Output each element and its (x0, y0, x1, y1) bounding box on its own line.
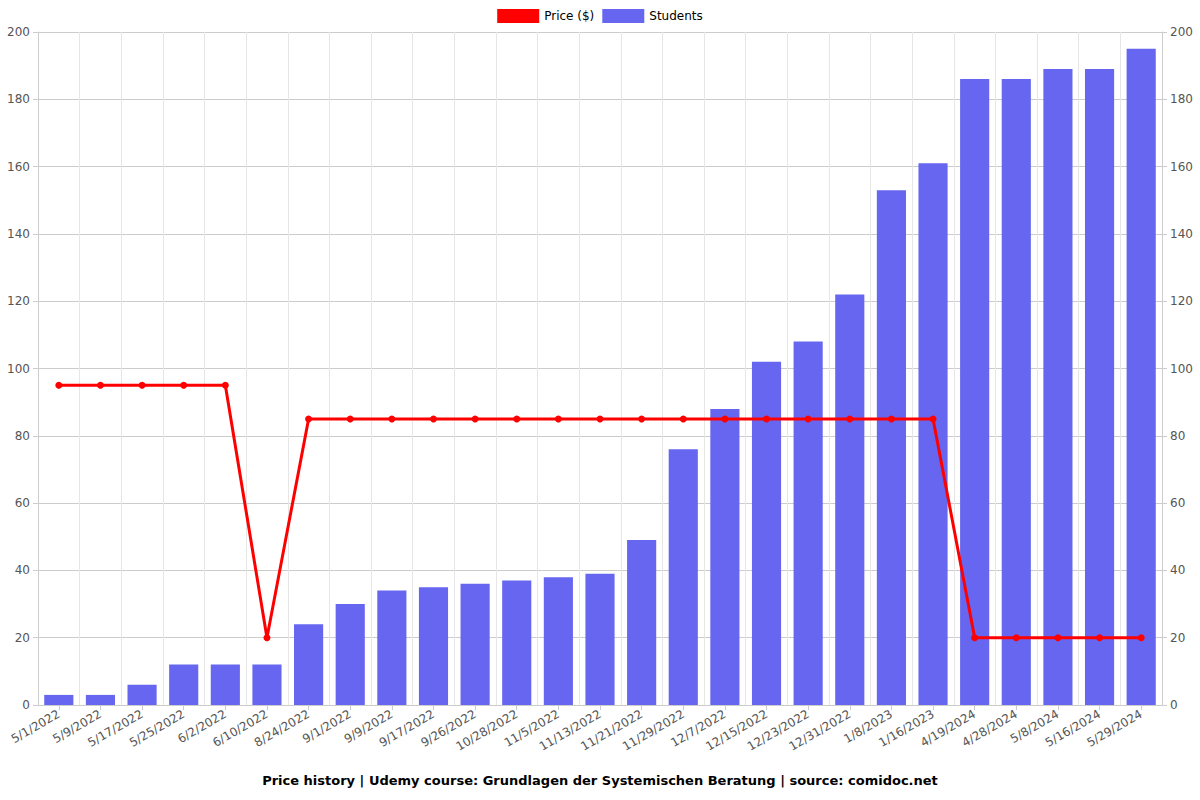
svg-text:11/29/2022: 11/29/2022 (619, 706, 687, 754)
svg-text:20: 20 (1170, 631, 1185, 645)
svg-text:1/8/2023: 1/8/2023 (841, 706, 895, 746)
svg-text:5/25/2022: 5/25/2022 (127, 707, 187, 750)
svg-text:5/8/2024: 5/8/2024 (1007, 706, 1062, 746)
svg-text:4/28/2024: 4/28/2024 (960, 707, 1020, 750)
svg-text:200: 200 (1170, 25, 1193, 39)
svg-text:12/31/2022: 12/31/2022 (786, 707, 853, 754)
svg-text:11/13/2022: 11/13/2022 (536, 706, 604, 754)
svg-text:6/2/2022: 6/2/2022 (175, 706, 229, 746)
svg-text:Students: Students (649, 9, 703, 23)
svg-text:12/7/2022: 12/7/2022 (668, 706, 729, 750)
svg-text:180: 180 (7, 92, 30, 106)
svg-text:100: 100 (1170, 362, 1193, 376)
svg-text:120: 120 (7, 294, 30, 308)
svg-text:120: 120 (1170, 294, 1193, 308)
svg-text:160: 160 (7, 160, 30, 174)
svg-text:80: 80 (1170, 429, 1185, 443)
svg-text:140: 140 (1170, 227, 1193, 241)
svg-text:5/1/2022: 5/1/2022 (8, 706, 63, 746)
svg-text:8/24/2022: 8/24/2022 (252, 707, 312, 750)
svg-text:0: 0 (1170, 698, 1178, 712)
svg-text:140: 140 (7, 227, 30, 241)
svg-text:6/10/2022: 6/10/2022 (210, 706, 271, 750)
svg-text:11/5/2022: 11/5/2022 (501, 706, 562, 750)
svg-text:40: 40 (15, 563, 30, 577)
svg-text:Price history | Udemy course:: Price history | Udemy course: Grundlagen… (262, 773, 938, 788)
svg-text:20: 20 (15, 631, 30, 645)
svg-text:60: 60 (1170, 496, 1185, 510)
svg-text:4/19/2024: 4/19/2024 (917, 706, 979, 750)
svg-text:1/16/2023: 1/16/2023 (876, 706, 937, 750)
svg-text:0: 0 (22, 698, 30, 712)
svg-text:80: 80 (15, 429, 30, 443)
svg-text:9/26/2022: 9/26/2022 (418, 706, 479, 750)
svg-text:200: 200 (7, 25, 30, 39)
svg-text:12/15/2022: 12/15/2022 (703, 706, 770, 754)
svg-text:60: 60 (15, 496, 30, 510)
svg-text:5/9/2022: 5/9/2022 (50, 706, 104, 746)
svg-text:180: 180 (1170, 92, 1193, 106)
svg-text:9/17/2022: 9/17/2022 (376, 706, 437, 750)
svg-text:Price ($): Price ($) (544, 9, 594, 23)
svg-text:5/16/2024: 5/16/2024 (1042, 706, 1104, 750)
svg-text:9/9/2022: 9/9/2022 (341, 706, 396, 746)
svg-text:100: 100 (7, 362, 30, 376)
svg-text:5/29/2024: 5/29/2024 (1084, 707, 1144, 750)
svg-text:9/1/2022: 9/1/2022 (300, 706, 354, 746)
svg-text:12/23/2022: 12/23/2022 (744, 706, 812, 754)
svg-text:40: 40 (1170, 563, 1185, 577)
svg-text:5/17/2022: 5/17/2022 (85, 706, 146, 750)
svg-text:10/28/2022: 10/28/2022 (453, 706, 521, 754)
svg-text:11/21/2022: 11/21/2022 (578, 706, 646, 754)
svg-text:160: 160 (1170, 160, 1193, 174)
